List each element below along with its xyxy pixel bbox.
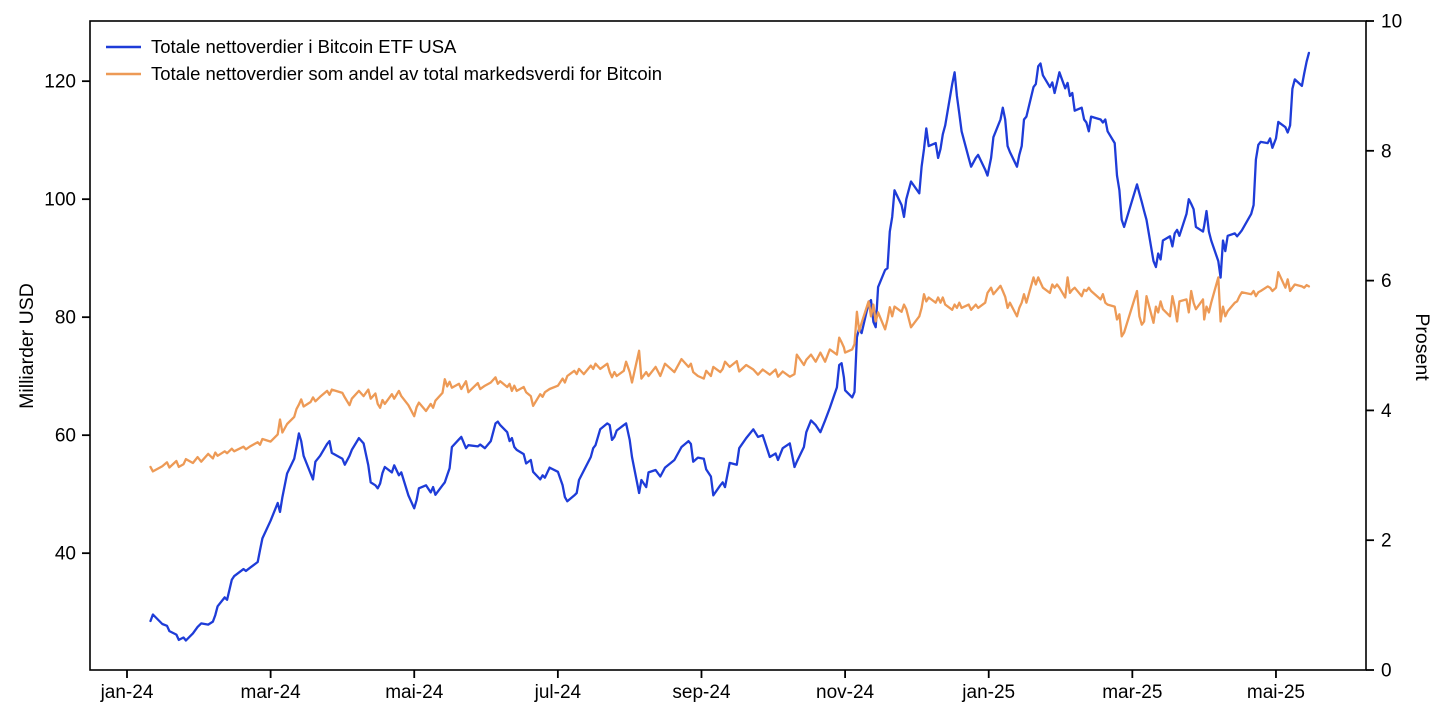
left-tick-label: 120 xyxy=(44,72,76,93)
left-axis-title: Milliarder USD xyxy=(16,283,38,409)
plot-border xyxy=(89,20,1367,671)
line-etf-net-assets xyxy=(149,51,1311,642)
x-tick-label: jan-25 xyxy=(961,682,1015,703)
x-tick-label: jul-24 xyxy=(534,682,582,703)
line-share-of-marketcap xyxy=(149,271,1311,473)
right-tick-label: 6 xyxy=(1381,271,1392,292)
left-tick-label: 80 xyxy=(55,308,76,329)
right-tick-label: 2 xyxy=(1381,531,1392,552)
legend-label-etf-assets: Totale nettoverdier i Bitcoin ETF USA xyxy=(151,36,457,57)
x-tick-label: mai-25 xyxy=(1247,682,1305,703)
right-tick-label: 10 xyxy=(1381,12,1402,33)
right-axis-title: Prosent xyxy=(1411,313,1433,381)
plot-area: jan-24 mar-24 mai-24 jul-24 sep-24 nov-24 jan-… xyxy=(44,12,1402,704)
legend: Totale nettoverdier i Bitcoin ETF USA To… xyxy=(106,36,662,84)
right-tick-label: 4 xyxy=(1381,401,1392,422)
x-tick-label: mar-25 xyxy=(1102,682,1162,703)
x-tick-label: nov-24 xyxy=(816,682,875,703)
x-tick-label: jan-24 xyxy=(100,682,154,703)
left-tick-label: 40 xyxy=(55,544,76,565)
right-tick-label: 8 xyxy=(1381,141,1392,162)
legend-label-share-marketcap: Totale nettoverdier som andel av total m… xyxy=(151,63,662,84)
x-tick-label: mar-24 xyxy=(241,682,302,703)
right-tick-label: 0 xyxy=(1381,661,1392,682)
left-tick-label: 60 xyxy=(55,426,76,447)
left-tick-label: 100 xyxy=(44,190,76,211)
x-tick-label: sep-24 xyxy=(672,682,731,703)
x-tick-label: mai-24 xyxy=(385,682,444,703)
